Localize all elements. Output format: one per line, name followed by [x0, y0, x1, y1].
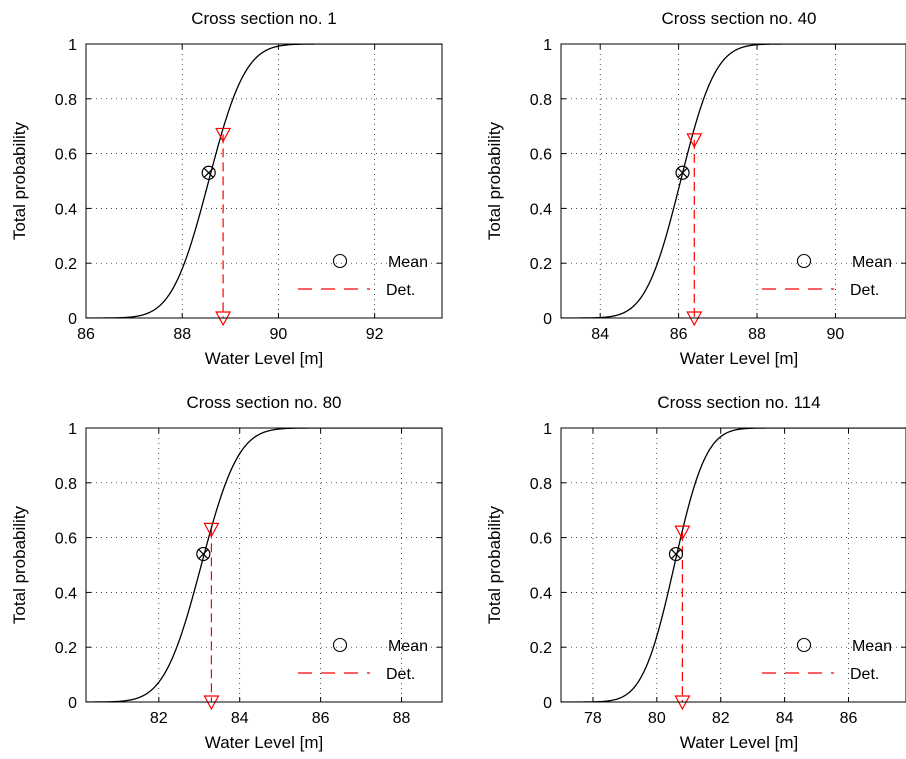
axes-box	[85, 427, 443, 703]
cdf-series-line	[86, 428, 442, 702]
y-tick-label: 0.6	[55, 147, 77, 164]
y-tick-label: 0.4	[55, 201, 77, 218]
x-tick-label: 86	[840, 710, 858, 727]
x-tick-label: 90	[827, 326, 845, 343]
x-axis-label: Water Level [m]	[205, 733, 323, 752]
x-tick-label: 84	[776, 710, 794, 727]
axes-box	[560, 427, 906, 703]
det-marker-top	[215, 127, 232, 143]
x-tick-label: 88	[393, 710, 411, 727]
y-tick-label: 0.6	[530, 531, 552, 548]
x-tick-label: 86	[312, 710, 330, 727]
chart-title: Cross section no. 1	[191, 9, 337, 28]
y-axis-label: Total probability	[10, 121, 29, 240]
y-tick-label: 0.8	[530, 476, 552, 493]
y-tick-label: 0.2	[55, 256, 77, 273]
cdf-series-line	[561, 428, 906, 702]
y-tick-label: 1	[543, 421, 552, 438]
x-axis-label: Water Level [m]	[205, 349, 323, 368]
legend: Mean Det.	[762, 637, 892, 683]
chart-panel-3: Mean Det. 82 84 86 88 0 0.2 0.4 0.6 0.8 1 Cross sect…	[10, 393, 443, 752]
legend-mean-label: Mean	[388, 638, 428, 655]
x-tick-label: 80	[648, 710, 666, 727]
legend-det-label: Det.	[386, 666, 415, 683]
y-axis-label: Total probability	[10, 505, 29, 624]
y-tick-label: 0.2	[530, 640, 552, 657]
y-tick-label: 1	[68, 37, 77, 54]
chart-title: Cross section no. 80	[187, 393, 342, 412]
x-axis-label: Water Level [m]	[680, 349, 798, 368]
chart-panel-1: Mean Det. 86 88 90 92 0 0.2 0.4 0.6 0.8 1 Cross sect…	[10, 9, 443, 368]
legend-mean-symbol	[332, 637, 348, 653]
legend-det-label: Det.	[850, 666, 879, 683]
plot-area	[561, 428, 906, 702]
cdf-series-line	[561, 44, 906, 318]
y-tick-label: 0	[68, 695, 77, 712]
legend-det-label: Det.	[850, 282, 879, 299]
x-tick-label: 90	[270, 326, 288, 343]
x-tick-label: 78	[584, 710, 602, 727]
legend-mean-symbol	[796, 637, 812, 653]
legend: Mean Det.	[762, 253, 892, 299]
y-tick-label: 0.4	[55, 585, 77, 602]
chart-panel-2: Mean Det. 84 86 88 90 0 0.2 0.4 0.6 0.8 1 Cross sect…	[485, 9, 906, 368]
plot-area	[86, 428, 442, 702]
y-tick-label: 0.8	[55, 92, 77, 109]
chart-panel-4: Mean Det. 78 80 82 84 86 0 0.2 0.4 0.6 0.8 1 Cross se…	[485, 393, 906, 752]
legend: Mean Det.	[298, 637, 428, 683]
x-tick-label: 86	[670, 326, 688, 343]
x-tick-label: 88	[173, 326, 191, 343]
legend-mean-label: Mean	[852, 638, 892, 655]
y-tick-label: 1	[543, 37, 552, 54]
x-tick-label: 88	[748, 326, 766, 343]
chart-title: Cross section no. 40	[662, 9, 817, 28]
mean-marker	[668, 546, 684, 562]
y-tick-label: 0.8	[55, 476, 77, 493]
det-marker-top	[686, 133, 703, 149]
det-marker-top	[674, 525, 691, 541]
y-tick-label: 0	[543, 311, 552, 328]
plot-area	[86, 44, 442, 318]
y-tick-label: 0.6	[530, 147, 552, 164]
det-marker-top	[203, 522, 220, 538]
x-tick-label: 84	[231, 710, 249, 727]
mean-marker	[675, 165, 690, 180]
axes-box	[560, 43, 906, 319]
legend-mean-symbol	[796, 253, 812, 269]
y-tick-label: 0.8	[530, 92, 552, 109]
y-tick-label: 0.6	[55, 531, 77, 548]
legend-mean-label: Mean	[388, 254, 428, 271]
y-tick-label: 0	[68, 311, 77, 328]
x-axis-label: Water Level [m]	[680, 733, 798, 752]
axes-box	[85, 43, 443, 319]
mean-marker	[196, 546, 211, 562]
y-tick-label: 0.2	[55, 640, 77, 657]
y-axis-label: Total probability	[485, 505, 504, 624]
plot-area	[561, 44, 906, 318]
x-tick-label: 86	[77, 326, 95, 343]
x-tick-label: 84	[591, 326, 609, 343]
legend-det-label: Det.	[386, 282, 415, 299]
mean-marker	[201, 165, 216, 180]
legend-mean-symbol	[332, 253, 348, 269]
y-tick-label: 0.2	[530, 256, 552, 273]
x-tick-label: 82	[150, 710, 168, 727]
chart-title: Cross section no. 114	[657, 393, 820, 412]
y-axis-label: Total probability	[485, 121, 504, 240]
y-tick-label: 0.4	[530, 585, 552, 602]
legend: Mean Det.	[298, 253, 428, 299]
y-tick-label: 0	[543, 695, 552, 712]
y-tick-label: 1	[68, 421, 77, 438]
y-tick-label: 0.4	[530, 201, 552, 218]
cdf-series-line	[86, 44, 442, 318]
x-tick-label: 92	[366, 326, 384, 343]
legend-mean-label: Mean	[852, 254, 892, 271]
x-tick-label: 82	[712, 710, 730, 727]
